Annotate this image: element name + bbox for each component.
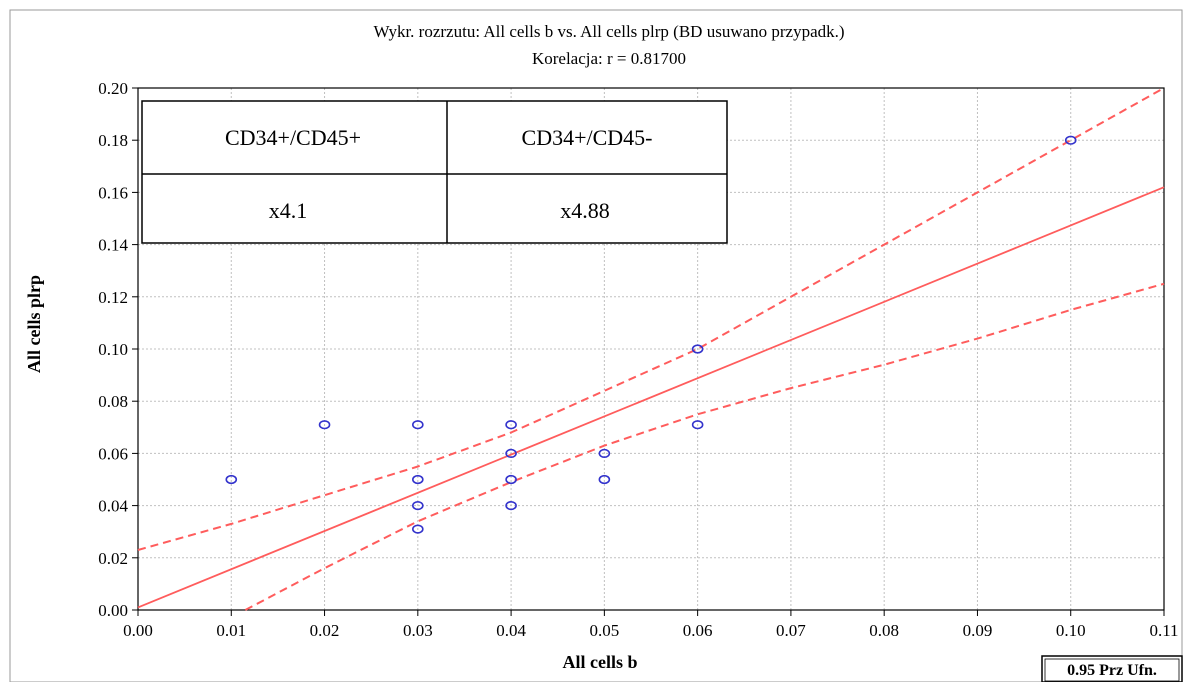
point-layer bbox=[225, 135, 1077, 534]
x-axis-title: All cells b bbox=[563, 652, 638, 672]
data-point bbox=[412, 420, 424, 430]
x-tick-label: 0.02 bbox=[310, 621, 340, 640]
data-point bbox=[318, 420, 331, 430]
y-tick-label: 0.12 bbox=[98, 288, 128, 307]
inset-table: CD34+/CD45+ CD34+/CD45- x4.1 x4.88 bbox=[141, 100, 728, 244]
data-point bbox=[505, 448, 517, 459]
y-tick-label: 0.14 bbox=[98, 236, 128, 255]
y-tick-label: 0.20 bbox=[98, 79, 128, 98]
x-tick-label: 0.04 bbox=[496, 621, 526, 640]
x-tick-label: 0.00 bbox=[123, 621, 153, 640]
x-tick-label: 0.07 bbox=[776, 621, 806, 640]
chart-subtitle: Korelacja: r = 0.81700 bbox=[532, 49, 686, 68]
confidence-band-lower bbox=[244, 282, 1165, 611]
data-point bbox=[1064, 135, 1077, 145]
y-tick-label: 0.00 bbox=[98, 601, 128, 620]
data-point bbox=[412, 524, 424, 534]
data-point bbox=[412, 501, 424, 511]
y-tick-label: 0.06 bbox=[98, 444, 128, 463]
x-tick-label: 0.09 bbox=[963, 621, 993, 640]
y-axis-title: All cells plrp bbox=[24, 275, 44, 373]
legend-frame-inner bbox=[1044, 658, 1180, 682]
plot-area bbox=[137, 87, 1165, 611]
data-point bbox=[598, 448, 611, 459]
inset-table-border bbox=[141, 100, 728, 244]
data-point bbox=[225, 474, 238, 485]
x-tick-label: 0.05 bbox=[589, 621, 619, 640]
data-point bbox=[505, 474, 517, 485]
x-tick-label: 0.06 bbox=[683, 621, 713, 640]
x-tick-label: 0.10 bbox=[1056, 621, 1086, 640]
x-tick-label: 0.03 bbox=[403, 621, 433, 640]
legend-frame bbox=[1041, 655, 1183, 682]
data-point bbox=[412, 474, 424, 485]
data-point bbox=[598, 474, 611, 485]
x-tick-label: 0.01 bbox=[216, 621, 246, 640]
line-layer bbox=[137, 87, 1165, 611]
legend-box: 0.95 Prz Ufn. bbox=[1041, 655, 1183, 682]
inset-value-cd45-positive: x4.1 bbox=[269, 198, 308, 223]
data-point bbox=[691, 420, 704, 430]
chart-title: Wykr. rozrzutu: All cells b vs. All cell… bbox=[373, 22, 844, 41]
y-tick-label: 0.18 bbox=[98, 131, 128, 150]
legend-label: 0.95 Prz Ufn. bbox=[1067, 662, 1157, 679]
y-tick-label: 0.04 bbox=[98, 497, 128, 516]
y-tick-label: 0.10 bbox=[98, 340, 128, 359]
inset-header-cd45-positive: CD34+/CD45+ bbox=[225, 125, 361, 150]
data-point bbox=[505, 501, 517, 511]
data-point bbox=[505, 420, 517, 430]
x-tick-label: 0.08 bbox=[869, 621, 899, 640]
tick-layer: 0.00 0.01 0.02 0.03 0.04 0.05 0.06 0.07 0.08 0.09… bbox=[98, 79, 1178, 640]
x-tick-label: 0.11 bbox=[1149, 621, 1178, 640]
y-tick-label: 0.02 bbox=[98, 549, 128, 568]
y-tick-label: 0.16 bbox=[98, 183, 128, 202]
inset-value-cd45-negative: x4.88 bbox=[560, 198, 610, 223]
y-tick-label: 0.08 bbox=[98, 392, 128, 411]
regression-line bbox=[137, 186, 1165, 609]
inset-header-cd45-negative: CD34+/CD45- bbox=[522, 125, 653, 150]
data-point bbox=[691, 344, 704, 354]
